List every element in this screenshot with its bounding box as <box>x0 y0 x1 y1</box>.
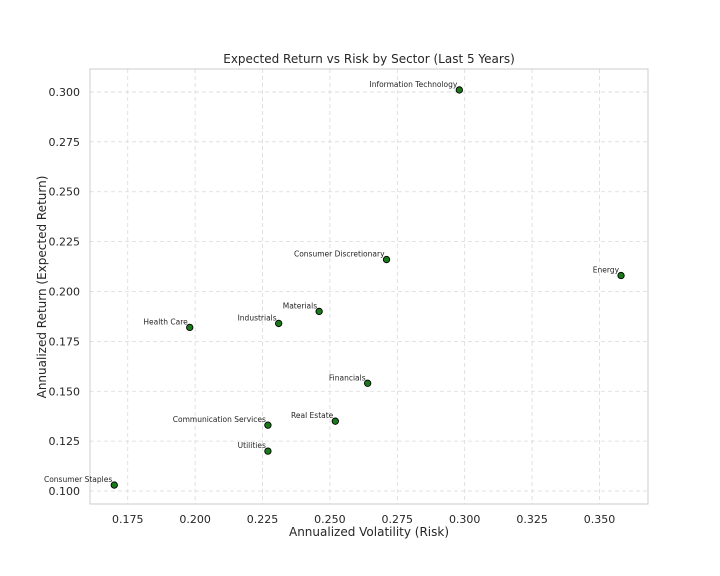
y-tick-label: 0.250 <box>49 186 81 199</box>
point-label: Information Technology <box>369 80 457 89</box>
x-tick-label: 0.300 <box>449 513 481 526</box>
x-tick-label: 0.325 <box>516 513 548 526</box>
data-point <box>382 255 391 264</box>
point-label: Materials <box>283 301 317 310</box>
x-tick-label: 0.200 <box>179 513 211 526</box>
y-tick-label: 0.300 <box>49 86 81 99</box>
chart-title: Expected Return vs Risk by Sector (Last … <box>223 52 515 66</box>
data-points <box>110 86 625 489</box>
point-label: Financials <box>329 373 366 382</box>
data-point <box>364 379 372 387</box>
point-label: Utilities <box>238 441 266 450</box>
point-label: Consumer Discretionary <box>294 250 385 259</box>
x-tick-label: 0.275 <box>382 513 414 526</box>
x-axis-label: Annualized Volatility (Risk) <box>289 525 449 539</box>
point-labels: Information Technology Consumer Discretio… <box>44 80 620 484</box>
plot-frame <box>89 68 649 505</box>
x-tick-label: 0.175 <box>112 513 144 526</box>
point-label: Consumer Staples <box>44 475 112 484</box>
point-label: Industrials <box>238 313 277 322</box>
x-axis-ticks: 0.175 0.200 0.225 0.250 0.275 0.300 0.325 0.350 <box>112 513 615 526</box>
x-tick-label: 0.350 <box>584 513 616 526</box>
grid <box>90 69 648 504</box>
data-point <box>455 86 463 94</box>
data-point <box>617 271 625 280</box>
x-tick-label: 0.250 <box>314 513 346 526</box>
point-label: Communication Services <box>173 415 266 424</box>
data-point <box>264 447 272 455</box>
point-label: Real Estate <box>291 411 334 420</box>
data-point <box>315 307 323 316</box>
y-tick-label: 0.200 <box>49 285 81 298</box>
x-tick-label: 0.225 <box>247 513 279 526</box>
data-point <box>275 319 283 328</box>
y-tick-label: 0.225 <box>49 236 81 249</box>
data-point <box>331 417 339 425</box>
y-tick-label: 0.125 <box>49 435 81 448</box>
y-tick-label: 0.100 <box>49 485 81 498</box>
y-tick-label: 0.275 <box>49 136 81 149</box>
y-tick-label: 0.150 <box>49 385 81 398</box>
y-tick-label: 0.175 <box>49 335 81 348</box>
y-axis-ticks: 0.100 0.125 0.150 0.175 0.200 0.225 0.250 0.275… <box>49 86 81 498</box>
point-label: Energy <box>593 266 620 275</box>
data-point <box>186 323 194 332</box>
data-point <box>110 481 118 489</box>
data-point <box>264 421 272 429</box>
point-label: Health Care <box>143 317 188 326</box>
y-axis-label: Annualized Return (Expected Return) <box>35 176 49 399</box>
